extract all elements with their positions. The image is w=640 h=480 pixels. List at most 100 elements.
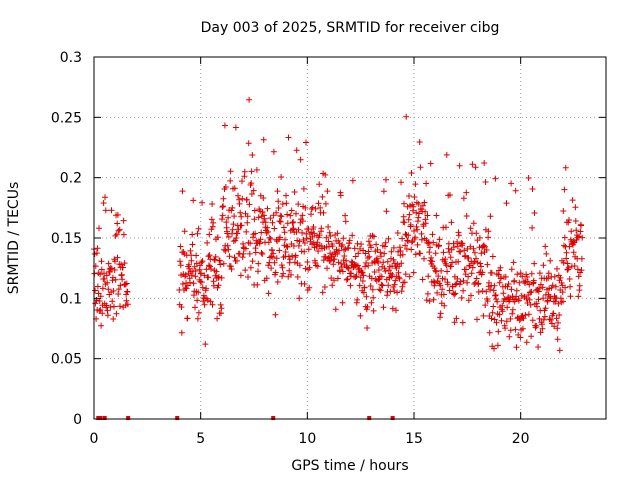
data-point xyxy=(249,258,256,265)
data-point xyxy=(424,212,431,219)
data-point xyxy=(457,278,464,285)
data-point xyxy=(389,272,396,278)
data-point xyxy=(271,259,278,266)
data-point xyxy=(476,234,483,241)
data-point xyxy=(375,260,382,266)
data-point xyxy=(562,164,569,171)
data-point xyxy=(423,297,430,304)
data-point xyxy=(208,216,215,223)
y-tick-label: 0.3 xyxy=(60,50,82,66)
data-point xyxy=(566,217,572,223)
data-point xyxy=(195,289,202,296)
data-point xyxy=(230,238,237,245)
data-point xyxy=(203,285,210,292)
data-point xyxy=(209,201,216,207)
data-point xyxy=(483,288,490,295)
data-point xyxy=(278,174,285,180)
data-point xyxy=(403,113,410,120)
data-point xyxy=(234,257,240,264)
data-point xyxy=(325,238,332,245)
data-point xyxy=(452,290,459,297)
data-point xyxy=(429,258,436,265)
data-point xyxy=(278,213,285,220)
data-point xyxy=(210,282,217,289)
data-point xyxy=(111,267,118,273)
data-point xyxy=(207,298,214,305)
data-point xyxy=(245,140,252,147)
data-point xyxy=(359,269,366,276)
data-point xyxy=(272,311,279,318)
data-point xyxy=(467,243,474,250)
data-point xyxy=(537,329,544,336)
data-point xyxy=(343,257,350,264)
zero-data-point xyxy=(126,416,131,420)
data-point xyxy=(474,316,480,323)
data-point xyxy=(540,262,547,269)
data-point xyxy=(277,218,284,225)
data-point xyxy=(239,254,246,261)
data-point xyxy=(210,219,217,226)
data-point xyxy=(213,268,220,275)
data-point xyxy=(339,241,346,248)
x-tick-label: 10 xyxy=(298,431,316,447)
data-point xyxy=(561,242,567,249)
data-point xyxy=(488,315,495,322)
data-point xyxy=(251,207,258,214)
data-point xyxy=(444,281,451,288)
data-point xyxy=(410,203,417,210)
data-point xyxy=(111,303,117,310)
data-point xyxy=(338,260,345,267)
data-point xyxy=(199,284,206,291)
data-point xyxy=(192,304,198,311)
data-point xyxy=(396,275,403,282)
data-point xyxy=(511,277,518,284)
data-point xyxy=(505,281,512,287)
data-point xyxy=(322,171,329,178)
data-point xyxy=(470,245,477,252)
data-point xyxy=(575,273,582,280)
data-point xyxy=(522,312,529,319)
data-point xyxy=(370,294,377,301)
data-point xyxy=(545,270,552,277)
data-point xyxy=(205,274,212,281)
data-point xyxy=(272,269,279,276)
data-point xyxy=(315,248,322,254)
data-point xyxy=(265,290,272,297)
data-point xyxy=(508,180,515,187)
data-point xyxy=(447,254,454,261)
data-point xyxy=(546,316,553,323)
data-point xyxy=(482,302,489,309)
data-point xyxy=(380,188,387,195)
data-point xyxy=(368,244,375,251)
data-point xyxy=(280,224,287,231)
data-point xyxy=(283,243,290,250)
data-point xyxy=(431,282,438,289)
data-point xyxy=(416,139,423,145)
data-point xyxy=(342,218,349,225)
data-point xyxy=(252,230,259,237)
data-point xyxy=(477,260,484,267)
data-point xyxy=(424,290,431,297)
data-point xyxy=(225,233,232,240)
data-point xyxy=(351,245,358,252)
data-point xyxy=(576,282,583,289)
data-point xyxy=(198,279,205,286)
data-point xyxy=(262,219,269,226)
data-point xyxy=(112,258,118,265)
data-point xyxy=(498,317,505,324)
data-point xyxy=(573,227,580,234)
data-point xyxy=(286,267,293,274)
data-point xyxy=(192,273,199,280)
data-point xyxy=(183,285,190,292)
data-point xyxy=(288,271,294,278)
data-point xyxy=(295,242,302,249)
data-point xyxy=(370,233,377,240)
data-point xyxy=(459,319,466,326)
data-point xyxy=(357,245,363,252)
data-point xyxy=(475,280,482,287)
data-point xyxy=(451,291,458,298)
data-point xyxy=(99,285,106,292)
data-point xyxy=(275,205,282,211)
data-point xyxy=(561,234,568,241)
